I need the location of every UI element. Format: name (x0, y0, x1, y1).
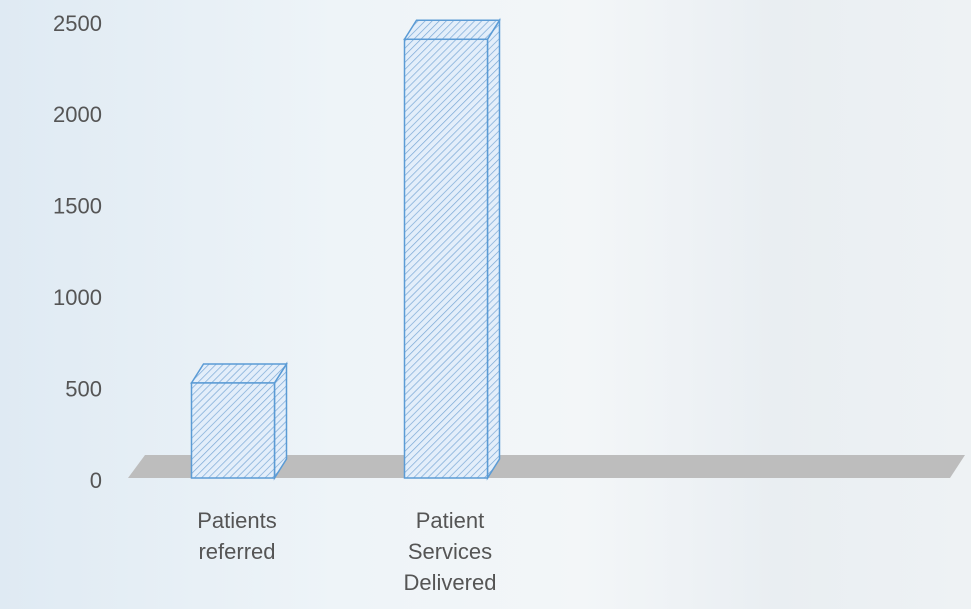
y-tick-label: 1500 (53, 194, 102, 219)
y-tick-label: 0 (90, 468, 102, 493)
bar-front (192, 383, 275, 478)
bar-top (405, 20, 500, 39)
bar-front (405, 39, 488, 478)
bar (405, 20, 500, 478)
bar-top (192, 364, 287, 383)
x-tick-label: Patient Services Delivered (395, 505, 505, 598)
y-tick-label: 1000 (53, 285, 102, 310)
y-tick-label: 2500 (53, 11, 102, 36)
chart-area: 0 500 1000 1500 2000 2500 Patients referred Pa… (0, 0, 971, 609)
x-tick-label: Patients referred (177, 505, 297, 567)
bar (192, 364, 287, 478)
y-tick-label: 500 (65, 376, 102, 401)
y-tick-label: 2000 (53, 102, 102, 127)
bar-side (488, 20, 500, 478)
